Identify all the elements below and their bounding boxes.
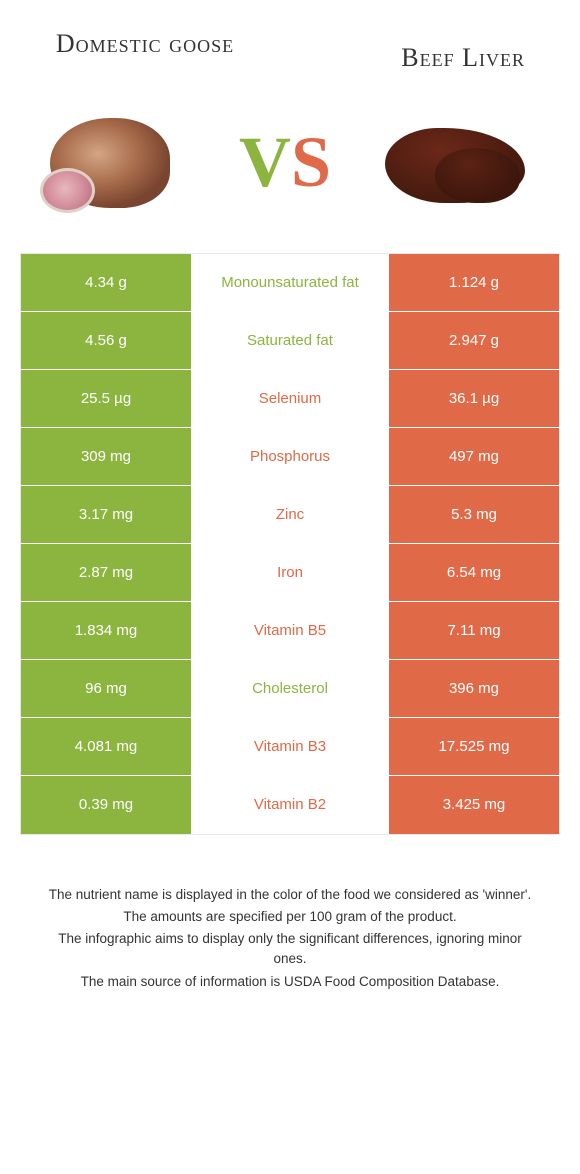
- nutrient-label: Monounsaturated fat: [191, 254, 389, 311]
- vs-label: VS: [239, 121, 331, 204]
- left-value: 4.56 g: [21, 312, 191, 369]
- table-row: 1.834 mgVitamin B57.11 mg: [21, 602, 559, 660]
- right-value: 5.3 mg: [389, 486, 559, 543]
- right-value: 2.947 g: [389, 312, 559, 369]
- nutrient-label: Iron: [191, 544, 389, 601]
- nutrient-label: Selenium: [191, 370, 389, 427]
- footer-line: The nutrient name is displayed in the co…: [40, 885, 540, 905]
- footer-line: The main source of information is USDA F…: [40, 972, 540, 992]
- right-food-title: Beef Liver: [325, 30, 525, 73]
- vs-section: VS: [0, 83, 580, 253]
- right-value: 36.1 µg: [389, 370, 559, 427]
- nutrient-label: Cholesterol: [191, 660, 389, 717]
- table-row: 3.17 mgZinc5.3 mg: [21, 486, 559, 544]
- right-value: 396 mg: [389, 660, 559, 717]
- vs-v: V: [239, 122, 291, 202]
- right-value: 3.425 mg: [389, 776, 559, 834]
- left-value: 309 mg: [21, 428, 191, 485]
- table-row: 309 mgPhosphorus497 mg: [21, 428, 559, 486]
- left-value: 1.834 mg: [21, 602, 191, 659]
- vs-s: S: [291, 122, 331, 202]
- right-value: 1.124 g: [389, 254, 559, 311]
- nutrient-label: Vitamin B2: [191, 776, 389, 834]
- right-value: 7.11 mg: [389, 602, 559, 659]
- left-food-title: Domestic goose: [55, 30, 235, 73]
- right-value: 17.525 mg: [389, 718, 559, 775]
- left-food-image: [30, 103, 200, 223]
- footer-notes: The nutrient name is displayed in the co…: [0, 835, 580, 1014]
- table-row: 4.56 gSaturated fat2.947 g: [21, 312, 559, 370]
- nutrient-label: Phosphorus: [191, 428, 389, 485]
- comparison-table: 4.34 gMonounsaturated fat1.124 g4.56 gSa…: [20, 253, 560, 835]
- left-value: 96 mg: [21, 660, 191, 717]
- table-row: 4.081 mgVitamin B317.525 mg: [21, 718, 559, 776]
- nutrient-label: Zinc: [191, 486, 389, 543]
- footer-line: The infographic aims to display only the…: [40, 929, 540, 970]
- table-row: 96 mgCholesterol396 mg: [21, 660, 559, 718]
- left-value: 25.5 µg: [21, 370, 191, 427]
- left-value: 0.39 mg: [21, 776, 191, 834]
- table-row: 2.87 mgIron6.54 mg: [21, 544, 559, 602]
- nutrient-label: Vitamin B5: [191, 602, 389, 659]
- left-value: 4.34 g: [21, 254, 191, 311]
- footer-line: The amounts are specified per 100 gram o…: [40, 907, 540, 927]
- table-row: 0.39 mgVitamin B23.425 mg: [21, 776, 559, 834]
- left-value: 2.87 mg: [21, 544, 191, 601]
- table-row: 25.5 µgSelenium36.1 µg: [21, 370, 559, 428]
- header: Domestic goose Beef Liver: [0, 0, 580, 83]
- right-value: 6.54 mg: [389, 544, 559, 601]
- left-value: 3.17 mg: [21, 486, 191, 543]
- right-value: 497 mg: [389, 428, 559, 485]
- nutrient-label: Vitamin B3: [191, 718, 389, 775]
- table-row: 4.34 gMonounsaturated fat1.124 g: [21, 254, 559, 312]
- nutrient-label: Saturated fat: [191, 312, 389, 369]
- left-value: 4.081 mg: [21, 718, 191, 775]
- right-food-image: [370, 103, 540, 223]
